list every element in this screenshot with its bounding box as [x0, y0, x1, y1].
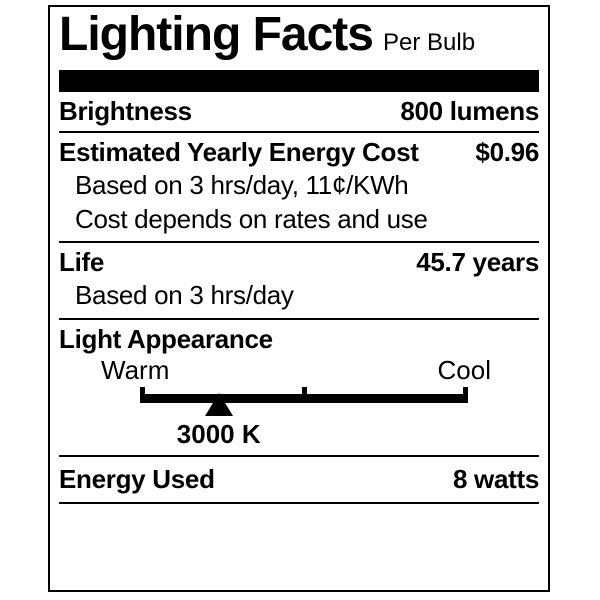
life-value: 45.7 years — [416, 247, 539, 277]
color-temp-scale — [140, 387, 468, 417]
cool-label: Cool — [437, 355, 491, 385]
energy-used-value: 8 watts — [452, 464, 539, 494]
label-subtitle: Per Bulb — [382, 29, 476, 56]
lighting-facts-label: Lighting Facts Per Bulb Brightness 800 l… — [48, 5, 550, 592]
row-light-appearance: Light Appearance — [59, 320, 539, 355]
color-temp-value: 3000 K — [176, 419, 261, 449]
label-header: Lighting Facts Per Bulb — [59, 7, 539, 70]
header-divider-bar — [59, 70, 539, 92]
energy-cost-note-usage: Based on 3 hrs/day, 11¢/KWh — [75, 170, 409, 200]
brightness-value: 800 lumens — [400, 96, 539, 126]
section-light-appearance: Light Appearance Warm Cool 3000 K — [59, 320, 539, 457]
color-temp-label-row: 3000 K — [140, 417, 468, 449]
row-life: Life 45.7 years — [59, 243, 539, 278]
warm-label: Warm — [101, 355, 170, 385]
row-energy-cost: Estimated Yearly Energy Cost $0.96 — [59, 133, 539, 168]
energy-cost-label: Estimated Yearly Energy Cost — [59, 137, 419, 167]
row-energy-used: Energy Used 8 watts — [59, 464, 539, 495]
section-energy-cost: Estimated Yearly Energy Cost $0.96 Based… — [59, 133, 539, 243]
section-brightness: Brightness 800 lumens — [59, 92, 539, 133]
row-brightness: Brightness 800 lumens — [59, 96, 539, 127]
life-label: Life — [59, 247, 105, 277]
energy-used-label: Energy Used — [59, 464, 215, 494]
energy-cost-value: $0.96 — [475, 137, 539, 167]
label-title: Lighting Facts — [59, 8, 374, 61]
color-temp-marker-icon — [204, 393, 233, 416]
warm-cool-labels: Warm Cool — [101, 355, 491, 385]
life-note: Based on 3 hrs/day — [75, 280, 294, 310]
section-life: Life 45.7 years Based on 3 hrs/day — [59, 243, 539, 320]
brightness-label: Brightness — [59, 96, 192, 126]
section-energy-used: Energy Used 8 watts — [59, 457, 539, 504]
scale-bar — [140, 394, 468, 403]
light-appearance-label: Light Appearance — [59, 324, 273, 354]
energy-cost-note-rates: Cost depends on rates and use — [75, 204, 428, 234]
